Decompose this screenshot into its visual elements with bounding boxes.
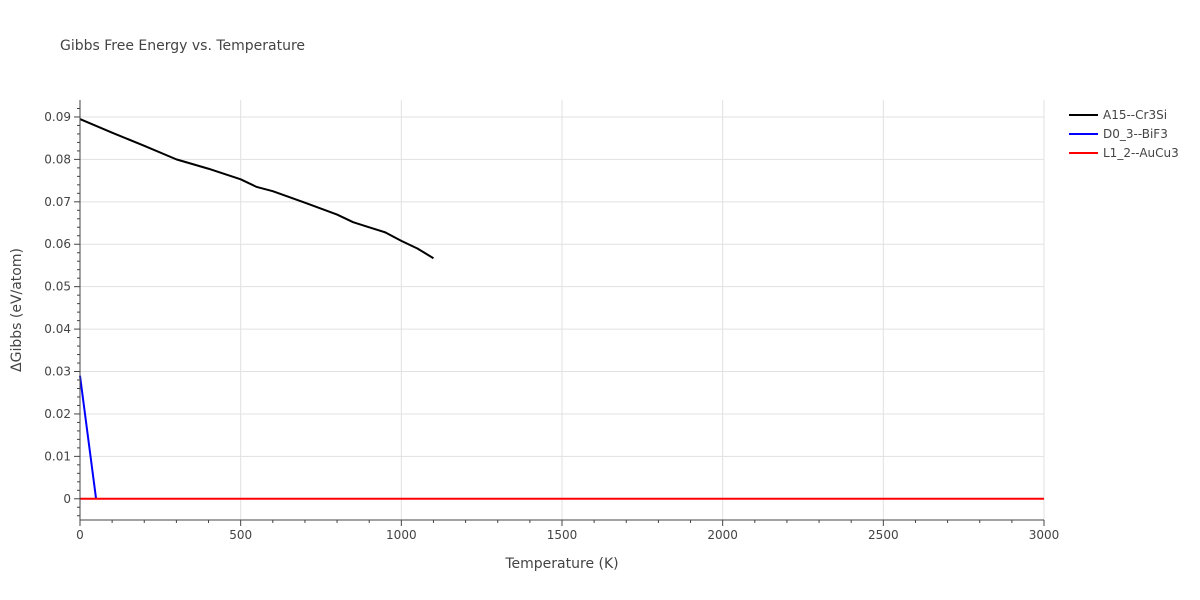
- x-tick-label-2: 1000: [386, 528, 417, 542]
- y-tick-label-1: 0.01: [44, 449, 71, 463]
- x-axis-label: Temperature (K): [504, 556, 618, 572]
- legend[interactable]: A15--Cr3Si D0_3--BiF3 L1_2--AuCu3: [1069, 108, 1179, 160]
- legend-label-0[interactable]: A15--Cr3Si: [1103, 108, 1167, 122]
- series-line-1: [79, 375, 98, 499]
- series-line-0: [79, 118, 434, 260]
- x-tick-label-4: 2000: [707, 528, 738, 542]
- x-tick-label-5: 2500: [868, 528, 899, 542]
- y-tick-label-9: 0.09: [44, 110, 71, 124]
- y-tick-label-2: 0.02: [44, 407, 71, 421]
- y-tick-label-8: 0.08: [44, 152, 71, 166]
- y-tick-label-7: 0.07: [44, 195, 71, 209]
- y-tick-label-0: 0: [63, 492, 71, 506]
- x-tick-label-6: 3000: [1029, 528, 1060, 542]
- x-tick-label-0: 0: [76, 528, 84, 542]
- grid-lines: [79, 100, 1045, 520]
- y-tick-label-5: 0.05: [44, 280, 71, 294]
- legend-label-1[interactable]: D0_3--BiF3: [1103, 127, 1168, 141]
- chart-title: Gibbs Free Energy vs. Temperature: [60, 38, 305, 54]
- y-tick-label-4: 0.04: [44, 322, 71, 336]
- y-tick-label-3: 0.03: [44, 365, 71, 379]
- x-tick-label-1: 500: [229, 528, 252, 542]
- x-tick-label-3: 1500: [547, 528, 578, 542]
- y-axis-label: ΔGibbs (eV/atom): [9, 248, 25, 372]
- legend-label-2[interactable]: L1_2--AuCu3: [1103, 146, 1179, 160]
- series-layer: [79, 118, 1044, 500]
- axes: 0 500 1000 1500 2000 2500 3000 0 0.01 0.02 0.03 0.0…: [44, 100, 1059, 542]
- y-tick-label-6: 0.06: [44, 237, 71, 251]
